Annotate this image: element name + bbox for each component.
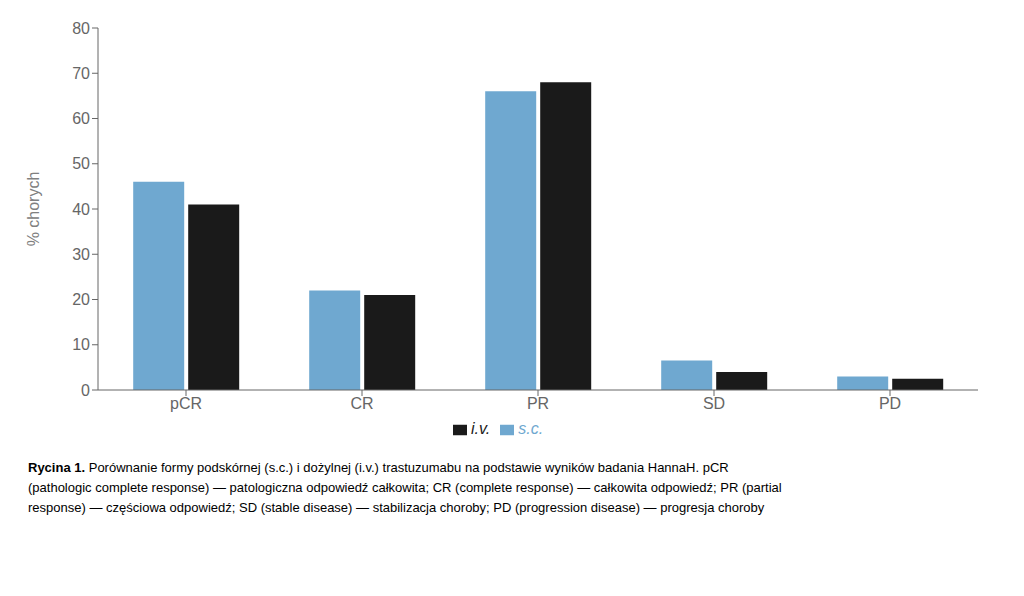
svg-text:20: 20: [72, 291, 90, 308]
svg-text:10: 10: [72, 336, 90, 353]
svg-text:PD: PD: [879, 395, 901, 412]
svg-text:70: 70: [72, 65, 90, 82]
html-text:response) — częściowa odpowied: response) — częściowa odpowiedź; SD (sta…: [28, 500, 765, 515]
svg-text:40: 40: [72, 201, 90, 218]
svg-text:CR: CR: [350, 395, 373, 412]
svg-text:60: 60: [72, 110, 90, 127]
svg-text:SD: SD: [703, 395, 725, 412]
svg-text:pCR: pCR: [170, 395, 202, 412]
html-text:(pathologic complete response): (pathologic complete response) — patolog…: [28, 480, 782, 495]
html-text:s.c.: s.c.: [518, 420, 544, 437]
html-text:i.v.: i.v.: [470, 420, 491, 437]
svg-text:% chorych: % chorych: [25, 172, 42, 247]
svg-text:30: 30: [72, 246, 90, 263]
svg-text:PR: PR: [527, 395, 549, 412]
svg-text:80: 80: [72, 20, 90, 37]
svg-text:50: 50: [72, 155, 90, 172]
html-text:Rycina 1. Porównanie formy pod: Rycina 1. Porównanie formy podskórnej (s…: [28, 460, 729, 475]
svg-text:0: 0: [81, 382, 90, 399]
